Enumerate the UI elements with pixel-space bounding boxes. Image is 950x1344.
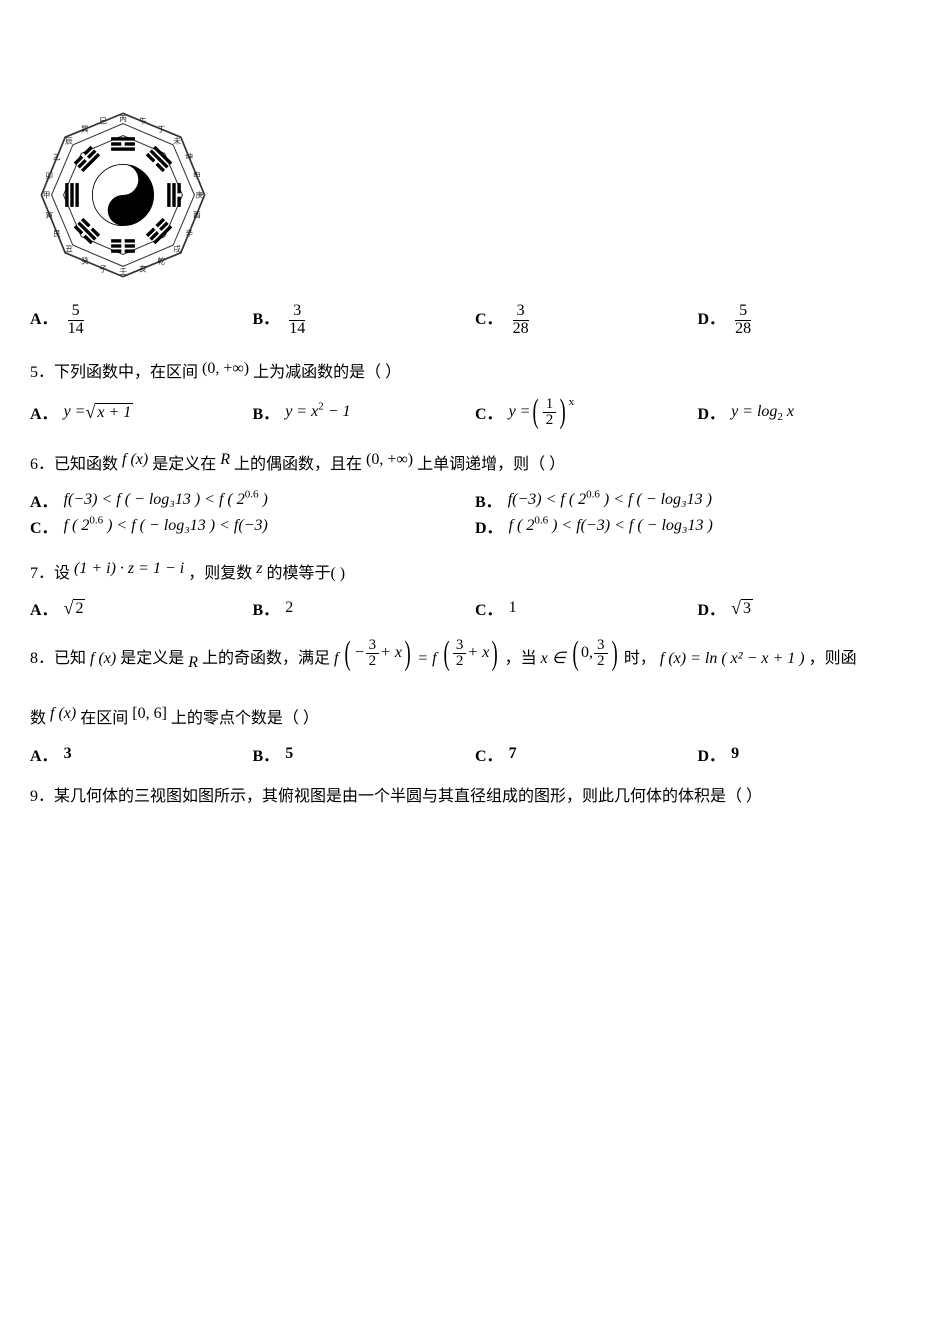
q6-fx: f (x) [122,451,148,468]
bagua-svg: 丙 午丁未坤申庚酉辛戌乾亥 壬 子 癸丑艮 寅甲 卯 乙辰巽 巳 [38,110,208,280]
q5-d-expr: y = log2 x [731,403,794,421]
opt-label-a: A． [30,305,58,335]
svg-text:卯: 卯 [45,171,53,180]
q8-rhs: f (x) = ln ( x² − x + 1 ) [660,651,805,668]
q7-opt-c: C． 1 [475,596,698,620]
q4-b-frac: 3 14 [285,303,309,338]
opt-label-d: D． [698,400,726,424]
q8-opt-c: C．7 [475,742,698,766]
svg-text:申: 申 [193,170,201,180]
svg-text:丑: 丑 [65,245,73,254]
svg-text:辛: 辛 [185,228,193,238]
svg-text:乾: 乾 [157,256,165,266]
svg-text:甲: 甲 [43,191,51,200]
q4-opt-b: B． 3 14 [253,303,476,338]
q4-opt-a: A． 5 14 [30,303,253,338]
q4-opt-d: D． 5 28 [698,303,921,338]
q7-stem: 7．设 (1 + i) · z = 1 − i ，则复数 z 的模等于( ) [30,552,920,591]
q6-opts-row1: A． f(−3) < f ( − log₃13 ) < f ( 20.6 ) B… [30,488,920,512]
q6-interval: (0, +∞) [366,451,413,468]
q7-z: z [256,560,262,577]
opt-label-a: A． [30,400,58,424]
svg-text:癸: 癸 [81,256,89,266]
svg-text:壬: 壬 [119,266,127,276]
q6-R: R [220,451,230,468]
q7-opt-a: A． √2 [30,596,253,620]
svg-text:子: 子 [99,264,107,273]
opt-label-c: C． [475,400,503,424]
q8-opt-a: A．3 [30,742,253,766]
svg-text:乙: 乙 [53,152,61,161]
q5-a-sqrt: √x + 1 [85,403,133,422]
bagua-figure: 丙 午丁未坤申庚酉辛戌乾亥 壬 子 癸丑艮 寅甲 卯 乙辰巽 巳 [38,110,920,285]
svg-text:艮: 艮 [53,229,61,238]
opt-label-c: C． [475,305,503,335]
q6-opt-d: D． f ( 20.6 ) < f(−3) < f ( − log₃13 ) [475,514,920,538]
q5-opt-d: D． y = log2 x [698,395,921,429]
q8-opt-d: D．9 [698,742,921,766]
q5-interval: (0, +∞) [202,360,249,377]
svg-text:寅: 寅 [45,209,53,219]
svg-text:丙: 丙 [119,114,127,123]
q5-opt-a: A． y = √x + 1 [30,395,253,429]
q4-opt-c: C． 3 28 [475,303,698,338]
q8-interval: [0, 6] [132,705,167,722]
q5-stem-a: 5．下列函数中，在区间 [30,364,198,381]
q8-options: A．3 B．5 C．7 D．9 [30,742,920,766]
svg-text:庚: 庚 [196,190,204,200]
q8-stem-line2: 数 f (x) 在区间 [0, 6] 上的零点个数是（ ） [30,697,920,736]
q6-opt-b: B． f(−3) < f ( 20.6 ) < f ( − log₃13 ) [475,488,920,512]
svg-text:戌: 戌 [173,244,181,254]
q6-opts-row2: C． f ( 20.6 ) < f ( − log₃13 ) < f(−3) D… [30,514,920,538]
q5-opt-c: C． y = ( 12 ) x [475,395,698,429]
svg-text:辰: 辰 [65,136,73,145]
opt-label-d: D． [698,305,726,335]
q8-stem-line1: 8．已知 f (x) 是定义是 R 上的奇函数，满足 f ( − 32 + x … [30,634,920,683]
q5-a-lhs: y = [64,403,86,421]
q4-options-row: A． 5 14 B． 3 14 C． 3 28 [30,303,920,338]
q7-expr: (1 + i) · z = 1 − i [74,560,184,577]
q8-opt-b: B．5 [253,742,476,766]
q5-b-expr: y = x2 − 1 [285,403,350,421]
svg-text:午: 午 [139,116,147,126]
q6-stem: 6．已知函数 f (x) 是定义在 R 上的偶函数，且在 (0, +∞) 上单调… [30,443,920,482]
q6-opt-c: C． f ( 20.6 ) < f ( − log₃13 ) < f(−3) [30,514,475,538]
svg-text:酉: 酉 [193,210,201,219]
q5-c-lhs: y = [509,403,531,421]
q5-stem-b: 上为减函数的是（ ） [253,364,401,381]
q5-c-paren: ( 12 ) [530,395,568,429]
q7-opt-d: D． √3 [698,596,921,620]
svg-text:丁: 丁 [157,124,165,133]
q4-a-frac: 5 14 [64,303,88,338]
svg-text:亥: 亥 [139,263,147,273]
q7-options: A． √2 B． 2 C． 1 D． √3 [30,596,920,620]
svg-text:巳: 巳 [99,117,107,126]
opt-label-b: B． [253,305,280,335]
q5-opt-b: B． y = x2 − 1 [253,395,476,429]
q9-stem: 9．某几何体的三视图如图所示，其俯视图是由一个半圆与其直径组成的图形，则此几何体… [30,780,920,814]
q5-options: A． y = √x + 1 B． y = x2 − 1 C． y = ( 12 … [30,395,920,429]
q5-stem: 5．下列函数中，在区间 (0, +∞) 上为减函数的是（ ） [30,352,920,390]
svg-text:巽: 巽 [81,124,89,133]
q7-opt-b: B． 2 [253,596,476,620]
svg-text:坤: 坤 [185,151,193,161]
q4-c-frac: 3 28 [509,303,533,338]
q4-d-frac: 5 28 [731,303,755,338]
svg-text:未: 未 [173,135,181,145]
opt-label-b: B． [253,400,280,424]
q6-opt-a: A． f(−3) < f ( − log₃13 ) < f ( 20.6 ) [30,488,475,512]
